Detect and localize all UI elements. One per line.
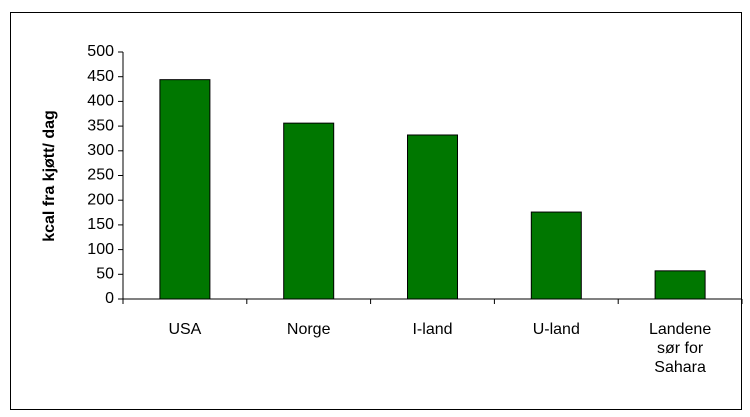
x-tick-label: I-land (412, 321, 453, 338)
bar (407, 134, 458, 300)
y-tick-label: 50 (96, 266, 114, 283)
y-tick-label: 0 (105, 290, 114, 307)
y-tick-label: 400 (87, 93, 114, 110)
y-tick-label: 500 (87, 43, 114, 60)
y-tick-label: 150 (87, 216, 114, 233)
bar (530, 211, 582, 300)
y-tick-label: 250 (87, 167, 114, 184)
x-tick-label: Norge (286, 321, 331, 338)
bar (159, 79, 211, 300)
y-tick-label: 300 (87, 142, 114, 159)
y-tick-label: 100 (87, 241, 114, 258)
bar (283, 122, 335, 300)
y-tick-label: 450 (87, 68, 114, 85)
bar (654, 270, 706, 300)
y-tick-label: 350 (87, 117, 114, 134)
x-tick-label: U-land (532, 321, 580, 338)
chart-border (10, 12, 742, 410)
x-tick-label: Landene sør for Sahara (648, 321, 712, 376)
y-tick-label: 200 (87, 191, 114, 208)
y-axis-title: kcal fra kjøtt/ dag (41, 110, 58, 242)
x-tick-label: USA (168, 321, 202, 338)
